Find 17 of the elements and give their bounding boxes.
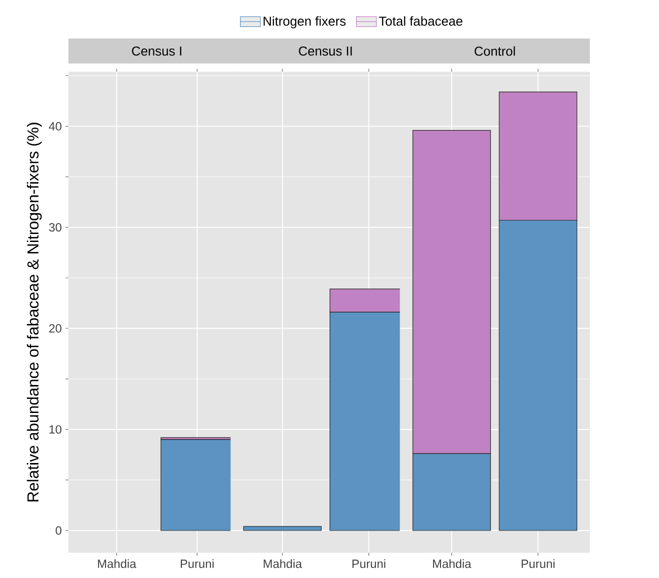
x-tick-label: Mahdia	[98, 559, 136, 568]
x-tick-label: Mahdia	[433, 559, 472, 568]
y-tick-label: 30	[49, 223, 62, 232]
chart-title: Control	[474, 46, 515, 56]
x-tick-label: Puruni	[180, 559, 214, 568]
y-tick-label: 40	[48, 122, 62, 131]
y-tick-label: 10	[49, 425, 62, 434]
y-tick-label: 20	[49, 324, 62, 333]
y-axis-title: Relative abundance of fabaceae & Nitrogen-fixers (%)	[26, 122, 42, 502]
chart-title: Census I	[132, 46, 182, 56]
y-tick-label: 0	[56, 526, 62, 535]
chart-title: Census II	[298, 46, 352, 56]
x-tick-label: Mahdia	[264, 559, 302, 568]
x-tick-label: Puruni	[522, 559, 555, 568]
legend-label: Total fabaceae	[378, 16, 462, 26]
x-tick-label: Puruni	[352, 559, 386, 568]
legend-label: Nitrogen fixers	[264, 16, 346, 28]
